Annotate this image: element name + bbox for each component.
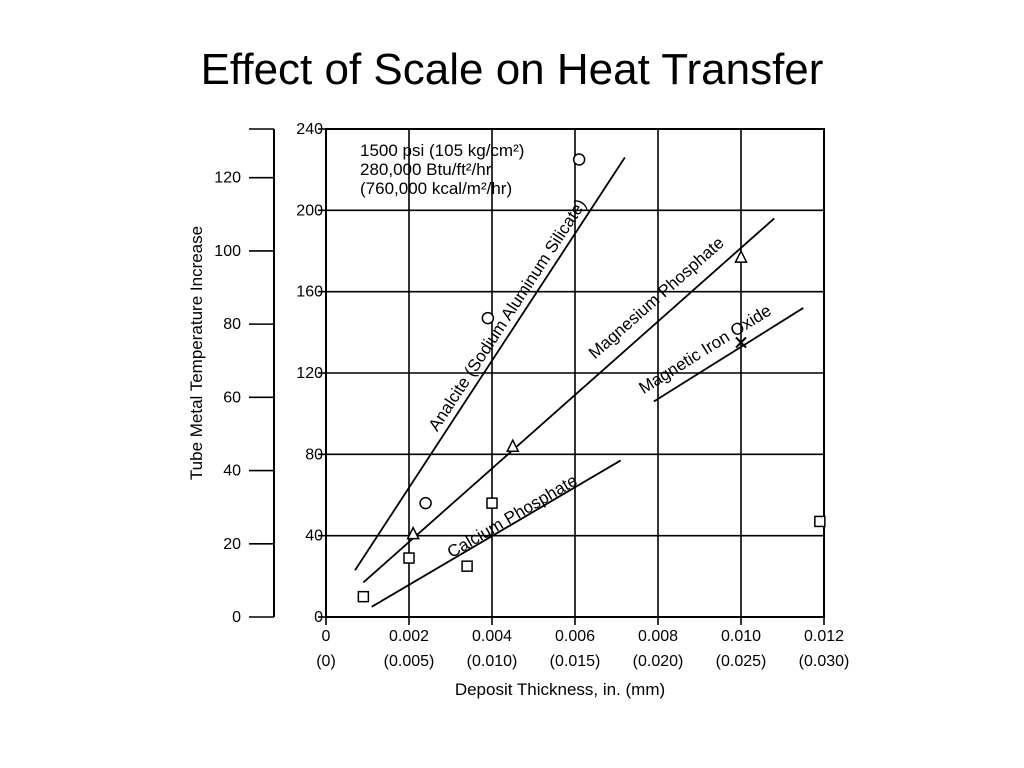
secondary-y-tick-label: 20 (223, 536, 241, 553)
data-markers (357, 153, 826, 603)
x-tick-sublabel: (0.015) (550, 653, 601, 670)
secondary-y-tick-label: 120 (214, 170, 241, 187)
fit-line (362, 217, 775, 584)
fit-line (354, 156, 626, 571)
data-point-square (486, 497, 498, 509)
data-point-circle (481, 311, 495, 325)
fit-line (653, 307, 804, 403)
x-tick-sublabel: (0) (316, 653, 336, 670)
data-point-x (735, 336, 747, 349)
series-label: Analcite (Sodium Aluminum Silicate) (425, 196, 590, 435)
x-tick-label: 0.010 (721, 628, 761, 645)
series-label: Magnetic Iron Oxide (636, 301, 775, 398)
y-tick-label: 160 (296, 284, 323, 301)
axis-layer: 0 (0) 0.002 (0.005) 0.004 (0.010) 0.006 (0.015)… (187, 121, 849, 699)
y-tick-label: 200 (296, 202, 323, 219)
x-tick-label: 0 (322, 628, 331, 645)
condition-annotation: (760,000 kcal/m²/hr) (360, 179, 512, 198)
y-tick-label: 80 (305, 446, 323, 463)
data-point-square (461, 560, 473, 572)
y-tick-label: 40 (305, 528, 323, 545)
data-point-triangle (406, 525, 420, 540)
data-point-square (403, 552, 415, 564)
secondary-y-tick-label: 100 (214, 243, 241, 260)
series-label: Calcium Phosphate (444, 471, 581, 562)
data-point-square (357, 590, 370, 603)
data-point-square (814, 515, 826, 528)
data-point-triangle (506, 438, 520, 452)
fit-lines (354, 156, 804, 608)
data-point-circle (419, 496, 432, 510)
y-tick-label: 0 (314, 609, 323, 626)
x-tick-sublabel: (0.005) (384, 653, 435, 670)
fit-line (371, 459, 622, 608)
x-tick-label: 0.008 (638, 628, 678, 645)
x-tick-sublabel: (0.010) (467, 653, 518, 670)
data-point-triangle (734, 249, 748, 263)
data-point-circle (572, 153, 586, 166)
x-tick-sublabel: (0.025) (716, 653, 767, 670)
secondary-y-tick-label: 60 (223, 389, 241, 406)
secondary-y-tick-label: 0 (232, 609, 241, 626)
slide-title: Effect of Scale on Heat Transfer (200, 45, 824, 94)
x-tick-label: 0.012 (804, 628, 844, 645)
condition-annotation: 1500 psi (105 kg/cm²) (360, 141, 524, 160)
secondary-y-tick-label: 80 (223, 316, 241, 333)
x-tick-label: 0.006 (555, 628, 595, 645)
x-axis-title: Deposit Thickness, in. (mm) (455, 680, 665, 699)
y-axis-title: Tube Metal Temperature Increase (187, 226, 206, 480)
x-tick-label: 0.002 (389, 628, 429, 645)
secondary-y-tick-label: 40 (223, 463, 241, 480)
x-tick-sublabel: (0.020) (633, 653, 684, 670)
condition-annotation: 280,000 Btu/ft²/hr (360, 160, 492, 179)
y-tick-label: 120 (296, 365, 323, 382)
x-tick-sublabel: (0.030) (799, 653, 850, 670)
y-tick-label: 240 (296, 121, 323, 138)
x-tick-label: 0.004 (472, 628, 512, 645)
